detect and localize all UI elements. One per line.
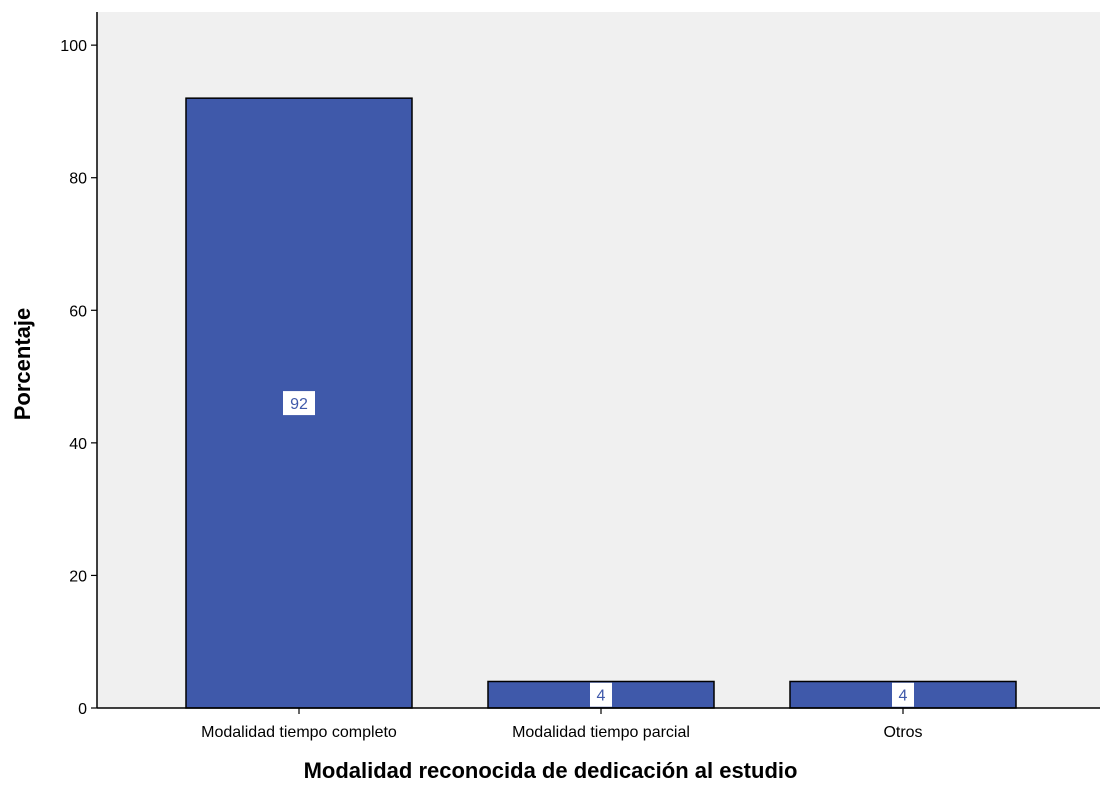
y-tick-label: 60 <box>69 303 87 320</box>
y-tick-label: 100 <box>60 38 87 55</box>
data-label: 4 <box>899 688 908 705</box>
x-tick-label: Otros <box>883 724 922 741</box>
data-label-box <box>590 682 612 707</box>
data-label: 4 <box>597 688 606 705</box>
x-tick-label: Modalidad tiempo completo <box>201 724 397 741</box>
data-label-box <box>283 391 315 416</box>
y-axis: 0 20 40 60 80 100 <box>60 12 98 718</box>
x-axis: Modalidad tiempo completo Modalidad tiemp… <box>97 707 1100 741</box>
bars: 92 4 4 <box>185 97 1017 709</box>
data-label-box <box>892 682 914 707</box>
x-axis-title: Modalidad reconocida de dedicación al es… <box>304 758 798 783</box>
y-axis-title: Porcentaje <box>10 308 35 421</box>
x-tick-label: Modalidad tiempo parcial <box>512 724 690 741</box>
y-tick-label: 20 <box>69 568 87 585</box>
y-tick-label: 0 <box>78 701 87 718</box>
data-label: 92 <box>290 396 308 413</box>
y-tick-label: 40 <box>69 436 87 453</box>
y-tick-label: 80 <box>69 171 87 188</box>
